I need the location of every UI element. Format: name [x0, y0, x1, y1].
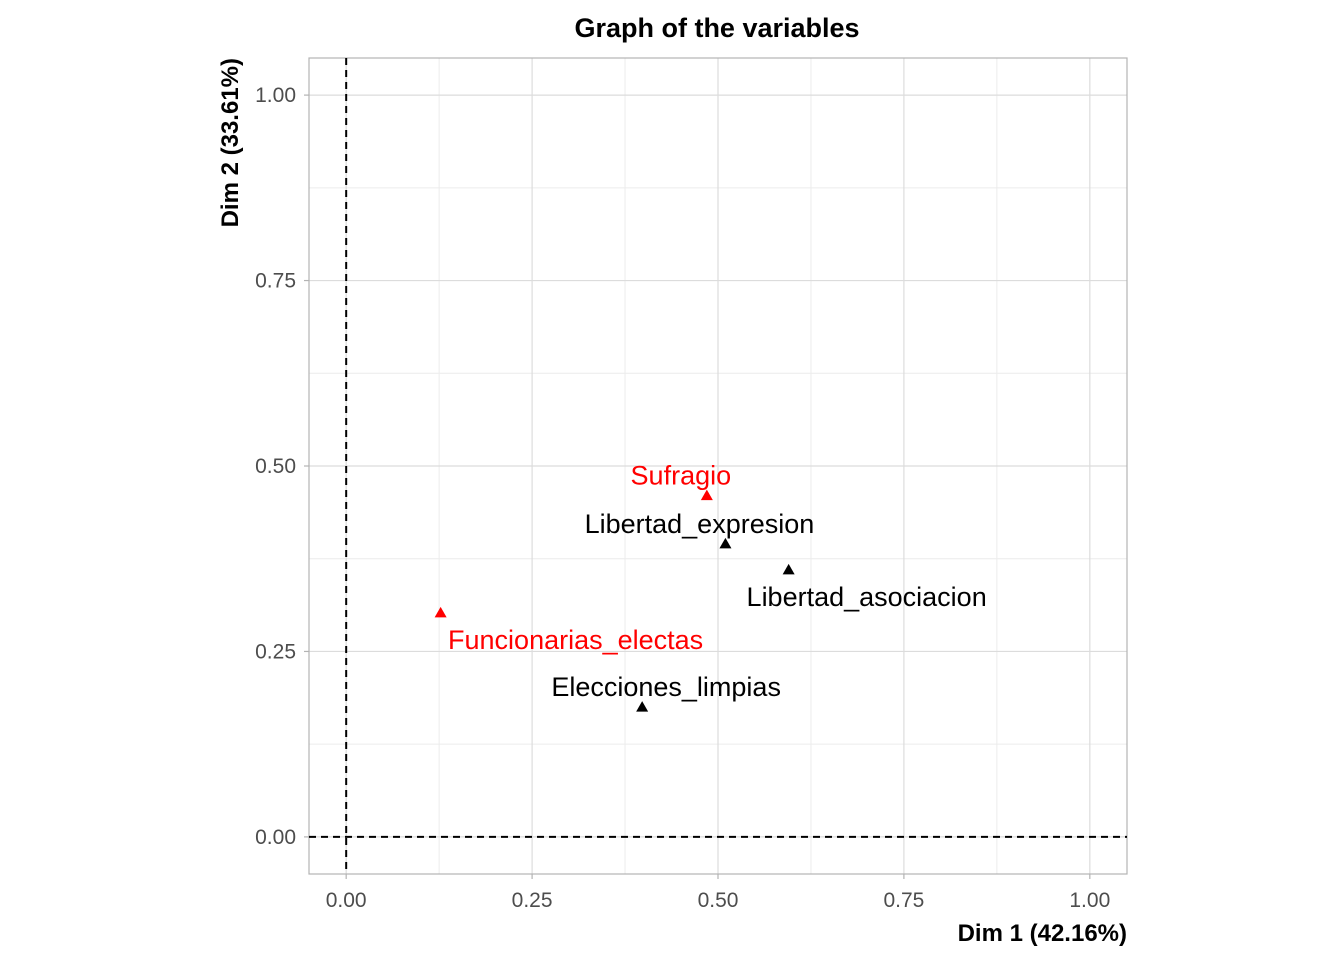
x-tick-label: 0.50	[698, 889, 739, 912]
point-label: Libertad_expresion	[585, 509, 815, 539]
point-label: Sufragio	[631, 461, 732, 491]
point-marker	[700, 489, 713, 501]
y-tick-label: 0.25	[255, 640, 296, 663]
x-tick-label: 0.00	[326, 889, 367, 912]
tick-labels: 0.00 0.25 0.50 0.75 1.00 0.00 0.25 0.50 0.75 1.00	[255, 84, 1110, 912]
y-axis-title: Dim 2 (33.61%)	[217, 58, 244, 227]
point-label: Elecciones_limpias	[551, 672, 781, 702]
point-marker	[782, 563, 795, 575]
point-marker	[636, 701, 649, 712]
y-tick-label: 0.75	[255, 270, 296, 293]
point-label: Libertad_asociacion	[747, 582, 987, 612]
y-tick-label: 0.50	[255, 455, 296, 478]
x-tick-label: 1.00	[1069, 889, 1110, 912]
chart-title: Graph of the variables	[574, 13, 859, 43]
x-tick-label: 0.25	[512, 889, 553, 912]
x-axis-title: Dim 1 (42.16%)	[958, 920, 1127, 947]
y-tick-label: 0.00	[255, 826, 296, 849]
data-points: Sufragio Libertad_expresion Libertad_asoci…	[434, 461, 987, 712]
point-marker	[434, 606, 447, 618]
y-tick-label: 1.00	[255, 84, 296, 107]
x-tick-label: 0.75	[883, 889, 924, 912]
point-label: Funcionarias_electas	[448, 625, 703, 655]
reference-lines	[309, 58, 1127, 874]
point-marker	[719, 537, 732, 549]
